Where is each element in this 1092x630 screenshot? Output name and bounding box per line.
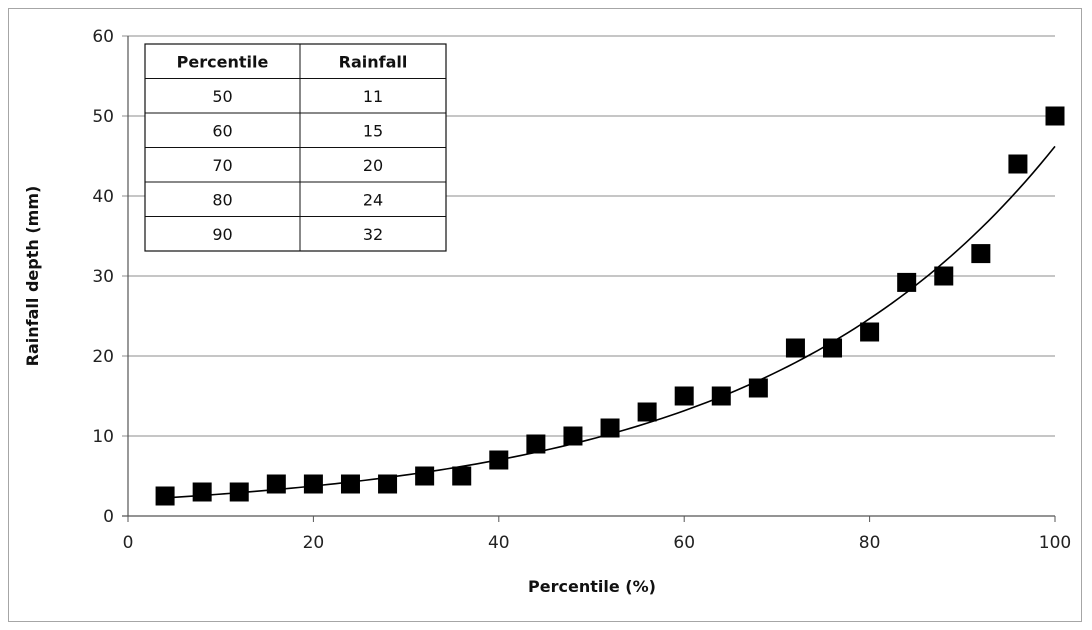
table-cell: 15 xyxy=(363,121,383,140)
table-cell: 70 xyxy=(212,156,232,175)
y-axis-title: Rainfall depth (mm) xyxy=(23,186,42,367)
y-tick-label: 60 xyxy=(92,27,114,47)
data-point xyxy=(340,474,360,494)
data-point xyxy=(303,474,323,494)
table-cell: 90 xyxy=(212,225,232,244)
data-point xyxy=(229,482,249,502)
y-tick-label: 50 xyxy=(92,107,114,127)
y-tick-label: 30 xyxy=(92,267,114,287)
x-tick-label: 40 xyxy=(488,533,510,553)
data-point xyxy=(452,466,472,486)
data-point xyxy=(785,338,805,358)
table-cell: 50 xyxy=(212,87,232,106)
data-point xyxy=(674,386,694,406)
y-tick-label: 10 xyxy=(92,427,114,447)
data-point xyxy=(897,272,917,292)
data-point xyxy=(860,322,880,342)
data-point xyxy=(823,338,843,358)
data-point xyxy=(526,434,546,454)
table-cell: 60 xyxy=(212,121,232,140)
y-tick-labels: 0 10 20 30 40 50 60 xyxy=(92,27,114,527)
table-header-cell: Percentile xyxy=(177,52,269,71)
x-axis-title: Percentile (%) xyxy=(528,577,656,596)
data-point xyxy=(563,426,583,446)
table-cell: 24 xyxy=(363,190,383,209)
data-point xyxy=(1008,154,1028,174)
table-header-cell: Rainfall xyxy=(339,52,408,71)
table-cell: 32 xyxy=(363,225,383,244)
data-point xyxy=(971,244,991,264)
x-tick-label: 80 xyxy=(859,533,881,553)
data-point xyxy=(711,386,731,406)
data-point xyxy=(600,418,620,438)
x-tick-label: 60 xyxy=(673,533,695,553)
y-tick-label: 40 xyxy=(92,187,114,207)
data-point xyxy=(1045,106,1065,126)
data-point xyxy=(748,378,768,398)
table-cell: 80 xyxy=(212,190,232,209)
x-tick-label: 0 xyxy=(123,533,134,553)
data-point xyxy=(155,486,175,506)
table-cell: 20 xyxy=(363,156,383,175)
data-point xyxy=(489,450,509,470)
x-tick-label: 20 xyxy=(303,533,325,553)
data-point xyxy=(378,474,398,494)
data-point xyxy=(266,474,286,494)
data-points xyxy=(155,106,1065,506)
table-cell: 11 xyxy=(363,87,383,106)
data-point xyxy=(934,266,954,286)
data-point xyxy=(637,402,657,422)
y-tick-label: 0 xyxy=(103,507,114,527)
x-tick-label: 100 xyxy=(1039,533,1071,553)
data-point xyxy=(415,466,435,486)
x-tick-labels: 0 20 40 60 80 100 xyxy=(123,533,1072,553)
inset-table: Percentile Rainfall 50 11 60 15 70 20 80 24 90 32 xyxy=(144,43,447,252)
data-point xyxy=(192,482,212,502)
y-tick-label: 20 xyxy=(92,347,114,367)
